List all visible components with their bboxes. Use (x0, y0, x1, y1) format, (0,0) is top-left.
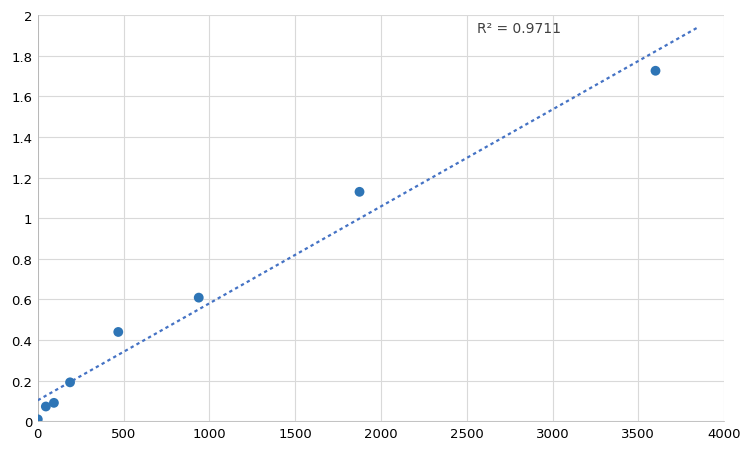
Point (64, 379, 76, 386)
Point (650, 68, 662, 75)
Point (40, 403, 52, 410)
Point (112, 329, 124, 336)
Point (32, 416, 44, 423)
Point (353, 189, 365, 196)
Point (193, 295, 205, 302)
Point (48, 399, 60, 406)
Text: R² = 0.9711: R² = 0.9711 (477, 23, 561, 37)
